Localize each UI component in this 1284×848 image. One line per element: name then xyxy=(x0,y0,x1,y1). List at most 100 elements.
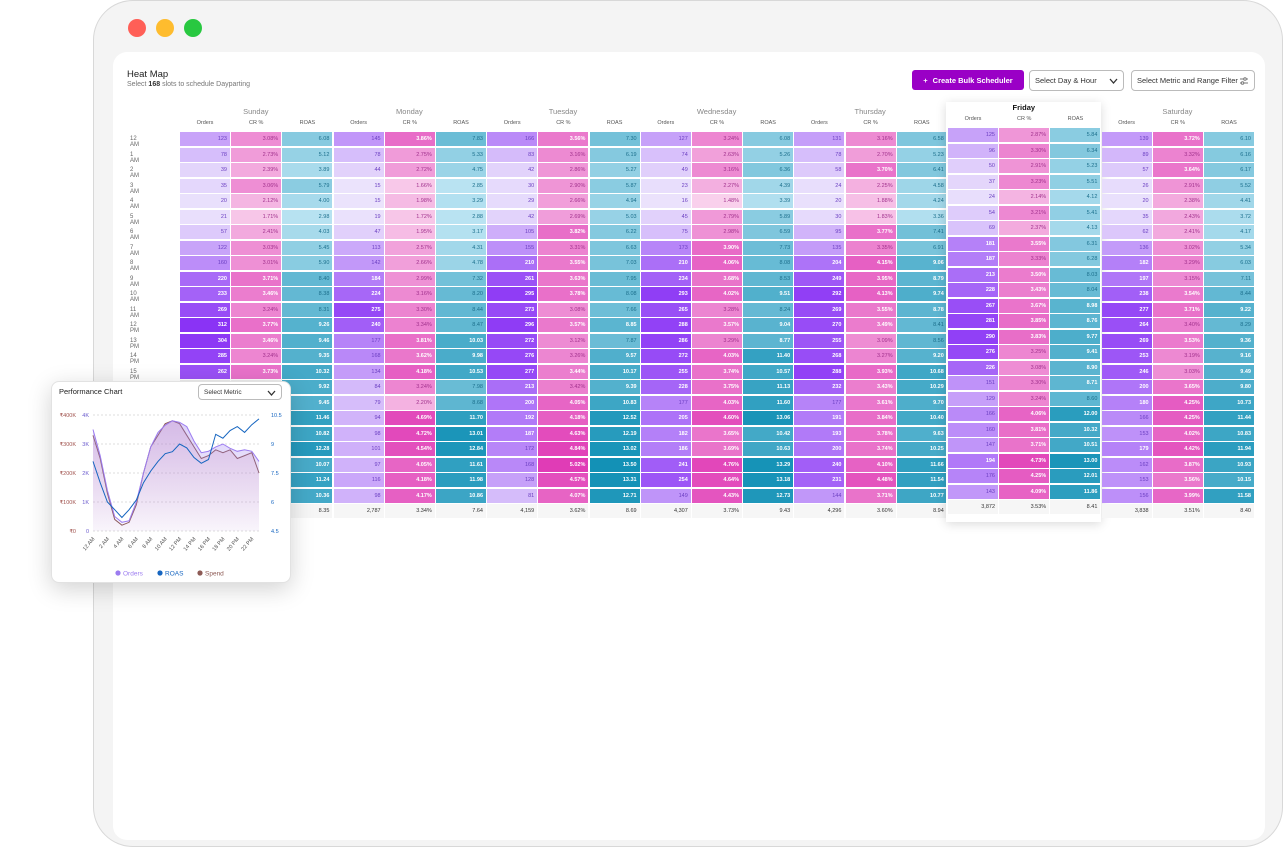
heat-cell: 3.34% xyxy=(384,318,435,332)
heat-cell: 7.32 xyxy=(436,271,486,286)
heat-cell: 272 xyxy=(640,349,691,363)
heat-cell: 4.05% xyxy=(538,395,589,410)
heat-cell: 3.30% xyxy=(999,376,1050,390)
heat-cell: 10.63 xyxy=(743,442,794,456)
heat-cell: 2.98% xyxy=(692,225,742,239)
subtitle-text: slots to schedule Dayparting xyxy=(162,81,250,88)
heat-cell: 3.54% xyxy=(1152,287,1203,301)
heat-cell: 5.87 xyxy=(589,178,640,193)
heat-cell: 234 xyxy=(640,271,691,286)
metric-header: ROAS xyxy=(1067,116,1084,122)
heat-cell: 143 xyxy=(948,484,998,499)
maximize-dot[interactable] xyxy=(184,19,202,37)
heat-cell: 11.60 xyxy=(743,395,794,410)
heat-cell: 11.70 xyxy=(436,411,486,425)
heat-cell: 3.62% xyxy=(384,349,435,363)
plus-icon: + xyxy=(923,75,928,85)
heat-cell: 12.71 xyxy=(589,488,640,503)
heat-cell: 69 xyxy=(948,221,998,235)
heat-cell: 2.66% xyxy=(384,256,435,270)
minimize-dot[interactable] xyxy=(156,19,174,37)
heat-cell: 11.86 xyxy=(1050,484,1101,499)
total-cell: 3.62% xyxy=(538,504,589,518)
heat-cell: 15 xyxy=(333,194,384,208)
heat-cell: 177 xyxy=(794,395,845,410)
heat-cell: 273 xyxy=(487,302,538,317)
heat-cell: 13.02 xyxy=(589,442,640,456)
heat-cell: 2.90% xyxy=(538,178,589,193)
heat-cell: 205 xyxy=(640,411,691,425)
heat-cell: 16 xyxy=(640,194,691,208)
heat-cell: 10.53 xyxy=(436,364,486,379)
heat-cell: 3.71% xyxy=(845,488,896,503)
y-tick-label: 2K xyxy=(82,471,89,477)
heat-cell: 3.08% xyxy=(231,132,282,146)
heat-cell: 4.25% xyxy=(999,469,1050,483)
heat-cell: 228 xyxy=(640,380,691,394)
heat-cell: 3.46% xyxy=(231,287,282,301)
heat-cell: 184 xyxy=(333,271,384,286)
heat-cell: 6.63 xyxy=(589,240,640,255)
heat-cell: 11.54 xyxy=(896,473,947,487)
heat-cell: 4.76% xyxy=(692,457,742,472)
heat-cell: 8.47 xyxy=(436,318,486,332)
x-tick-label: 12 PM xyxy=(168,536,183,552)
metric-select[interactable]: Select Metric xyxy=(198,384,282,400)
heat-cell: 3.74% xyxy=(845,442,896,456)
heat-cell: 58 xyxy=(794,163,845,177)
heat-cell: 4.41 xyxy=(1204,194,1254,208)
heat-cell: 9.57 xyxy=(589,349,640,363)
heat-cell: 3.29 xyxy=(436,194,486,208)
day-hour-select[interactable]: Select Day & Hour xyxy=(1029,70,1124,91)
heat-cell: 2.72% xyxy=(384,163,435,177)
heat-cell: 9.04 xyxy=(743,318,794,332)
heat-cell: 95 xyxy=(794,225,845,239)
heat-cell: 4.03% xyxy=(692,349,742,363)
heat-cell: 3.56% xyxy=(538,132,589,146)
x-tick-label: 20 PM xyxy=(226,536,241,552)
heat-cell: 4.12 xyxy=(1050,190,1101,204)
heat-cell: 8.04 xyxy=(1050,283,1101,297)
heat-cell: 50 xyxy=(948,159,998,173)
heat-cell: 179 xyxy=(1101,442,1152,456)
heat-cell: 3.56% xyxy=(1152,473,1203,487)
x-tick-label: 8 AM xyxy=(142,536,155,550)
heat-cell: 2.63% xyxy=(692,147,742,162)
heat-cell: 8.53 xyxy=(743,271,794,286)
legend-marker xyxy=(157,570,163,576)
heat-cell: 5.34 xyxy=(1204,240,1254,255)
heat-cell: 78 xyxy=(180,147,230,162)
heat-cell: 12.73 xyxy=(743,488,794,503)
heat-cell: 4.84% xyxy=(538,442,589,456)
heat-cell: 3.30% xyxy=(384,302,435,317)
metric-filter[interactable]: Select Metric and Range Filter xyxy=(1131,70,1255,91)
heat-cell: 3.63% xyxy=(538,271,589,286)
heat-cell: 4.05% xyxy=(384,457,435,472)
heat-cell: 3.95% xyxy=(845,271,896,286)
heat-cell: 6.91 xyxy=(896,240,947,255)
close-dot[interactable] xyxy=(128,19,146,37)
heat-cell: 9.26 xyxy=(282,318,333,332)
create-button[interactable]: + Create Bulk Scheduler xyxy=(912,70,1024,90)
heat-cell: 5.41 xyxy=(1050,205,1101,220)
heat-cell: 220 xyxy=(180,271,230,286)
heat-cell: 20 xyxy=(180,194,230,208)
heat-cell: 160 xyxy=(180,256,230,270)
heat-cell: 232 xyxy=(794,380,845,394)
heat-cell: 3.03% xyxy=(231,240,282,255)
heat-cell: 4.78 xyxy=(436,256,486,270)
heat-cell: 172 xyxy=(487,442,538,456)
heat-cell: 173 xyxy=(640,240,691,255)
heat-cell: 8.24 xyxy=(743,302,794,317)
heat-cell: 290 xyxy=(948,329,998,344)
heat-cell: 3.67% xyxy=(999,298,1050,313)
heat-cell: 3.84% xyxy=(845,411,896,425)
heat-cell: 12.52 xyxy=(589,411,640,425)
heat-cell: 255 xyxy=(640,364,691,379)
heat-cell: 4.06% xyxy=(999,407,1050,421)
heat-cell: 12.28 xyxy=(282,442,333,456)
heat-cell: 249 xyxy=(794,271,845,286)
heat-cell: 3.43% xyxy=(999,283,1050,297)
heat-cell: 3.33% xyxy=(999,252,1050,266)
heat-cell: 240 xyxy=(794,457,845,472)
